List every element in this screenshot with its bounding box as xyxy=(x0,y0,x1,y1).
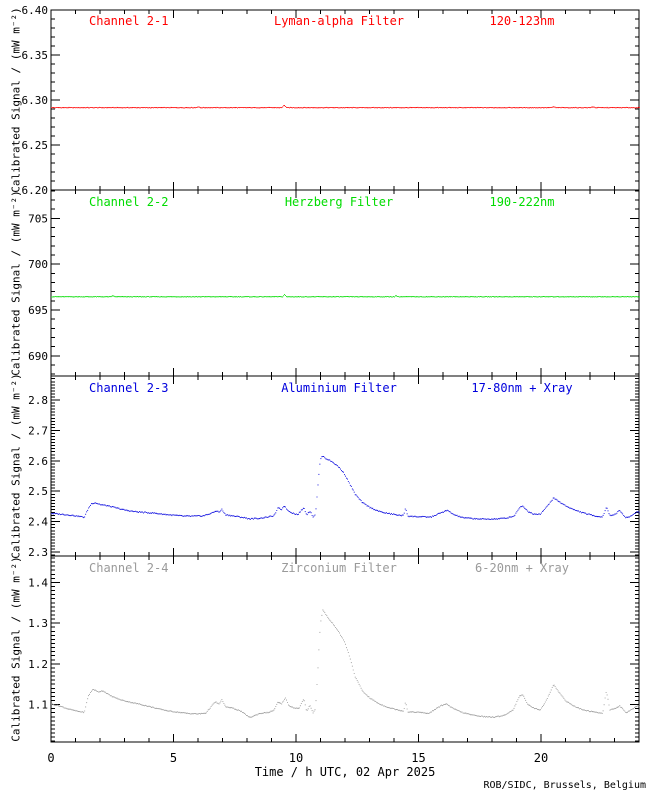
y-tick-label: 6.35 xyxy=(22,49,49,62)
panel4-band-label: 6-20nm + Xray xyxy=(475,561,569,575)
panel2-channel-label: Channel 2-2 xyxy=(89,195,169,209)
y-tick-label: 1.1 xyxy=(28,699,48,712)
panel-ticks xyxy=(51,556,639,742)
y-tick-label: 2.4 xyxy=(28,516,48,529)
panel-ticks xyxy=(51,190,639,376)
series-channel-2-4 xyxy=(51,609,640,719)
panel-frame xyxy=(50,375,640,557)
panel3-band-label: 17-80nm + Xray xyxy=(471,381,573,395)
x-axis-title: Time / h UTC, 02 Apr 2025 xyxy=(254,765,436,779)
series-channel-2-3 xyxy=(51,455,640,521)
x-tick-label: 20 xyxy=(534,751,548,765)
panel2-band-label: 190-222nm xyxy=(489,195,555,209)
panel3-filter-label: Aluminium Filter xyxy=(281,381,397,395)
panel2-y-axis-title: Calibrated Signal / (mW m⁻²) xyxy=(9,190,23,376)
x-tick-label: 10 xyxy=(289,751,303,765)
y-tick-label: 1.4 xyxy=(28,577,48,590)
panel1-filter-label: Lyman-alpha Filter xyxy=(273,14,405,28)
y-tick-label: 6.20 xyxy=(22,184,49,197)
panel-frame xyxy=(50,555,640,743)
panel-frame xyxy=(50,9,640,191)
x-tick-label: 15 xyxy=(411,751,425,765)
y-tick-label: 695 xyxy=(28,304,48,317)
y-tick-label: 6.40 xyxy=(22,4,49,17)
panel1-y-axis-title: Calibrated Signal / (mW m⁻²) xyxy=(9,7,23,193)
axes-and-ticks xyxy=(50,9,640,743)
y-tick-label: 2.3 xyxy=(28,546,48,559)
panel4-y-axis-title: Calibrated Signal / (mW m⁻²) xyxy=(9,556,23,742)
y-tick-label: 2.6 xyxy=(28,455,48,468)
y-tick-label: 705 xyxy=(28,212,48,225)
panel4-filter-label: Zirconium Filter xyxy=(281,561,397,575)
tick-labels: 6.20 6.25 6.30 6.35 6.40 690 695 700 705 2.3 2.4 2.… xyxy=(22,4,549,765)
y-tick-label: 690 xyxy=(28,350,48,363)
y-tick-label: 2.8 xyxy=(28,394,48,407)
y-tick-label: 700 xyxy=(28,258,48,271)
series-channel-2-2 xyxy=(51,293,640,298)
x-tick-label: 5 xyxy=(170,751,177,765)
y-tick-label: 6.30 xyxy=(22,94,49,107)
panel-ticks xyxy=(51,376,639,556)
series-channel-2-1 xyxy=(51,105,640,109)
panel1-channel-label: Channel 2-1 xyxy=(89,14,169,28)
y-tick-label: 1.3 xyxy=(28,617,48,630)
y-tick-label: 1.2 xyxy=(28,658,48,671)
x-tick-label: 0 xyxy=(47,751,54,765)
panel-frame xyxy=(50,189,640,377)
y-tick-label: 2.7 xyxy=(28,424,48,437)
panel3-channel-label: Channel 2-3 xyxy=(89,381,169,395)
panel2-filter-label: Herzberg Filter xyxy=(284,195,394,209)
y-tick-label: 6.25 xyxy=(22,139,49,152)
panel1-band-label: 120-123nm xyxy=(489,14,555,28)
panel3-y-axis-title: Calibrated Signal / (mW m⁻²) xyxy=(9,373,23,559)
credit-text: ROB/SIDC, Brussels, Belgium xyxy=(483,780,646,791)
y-tick-label: 2.5 xyxy=(28,485,48,498)
panel4-channel-label: Channel 2-4 xyxy=(89,561,169,575)
panel-ticks xyxy=(51,9,639,191)
